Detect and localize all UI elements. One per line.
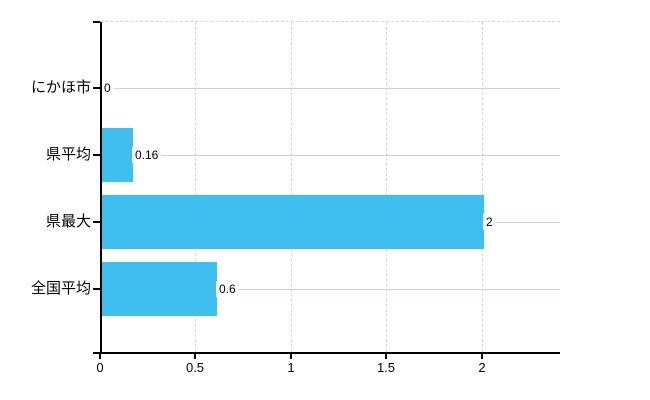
horizontal-gridline [100, 88, 560, 89]
bar-value-label: 0 [101, 80, 114, 96]
y-axis-category-label: 全国平均 [30, 280, 91, 297]
x-axis-line [93, 352, 560, 354]
bar-value-label: 2 [483, 214, 496, 230]
bar [102, 195, 484, 249]
y-axis-tick [93, 87, 100, 89]
plot-top-border [100, 21, 560, 22]
bar [102, 128, 133, 182]
x-axis-tick-label: 0.5 [185, 360, 205, 375]
y-axis-top-tick [93, 21, 100, 23]
horizontal-gridline [100, 289, 560, 290]
x-axis-tick [99, 352, 101, 359]
y-axis-tick [93, 154, 100, 156]
bar [102, 262, 217, 316]
vertical-gridline [386, 22, 387, 352]
y-axis-category-label: 県最大 [45, 213, 91, 230]
horizontal-gridline [100, 155, 560, 156]
x-axis-tick [385, 352, 387, 359]
y-axis-tick [93, 221, 100, 223]
vertical-gridline [291, 22, 292, 352]
x-axis-tick-label: 0 [96, 360, 104, 375]
x-axis-tick-label: 2 [478, 360, 486, 375]
bar-value-label: 0.6 [216, 281, 239, 297]
x-axis-tick-label: 1.5 [376, 360, 396, 375]
bar-value-label: 0.16 [132, 147, 162, 163]
x-axis-tick [290, 352, 292, 359]
x-axis-tick [194, 352, 196, 359]
vertical-gridline [482, 22, 483, 352]
y-axis-category-label: にかほ市 [30, 79, 91, 96]
x-axis-tick [481, 352, 483, 359]
y-axis-line [100, 22, 102, 352]
y-axis-tick [93, 288, 100, 290]
vertical-gridline [195, 22, 196, 352]
x-axis-tick-label: 1 [287, 360, 295, 375]
y-axis-category-label: 県平均 [45, 146, 91, 163]
